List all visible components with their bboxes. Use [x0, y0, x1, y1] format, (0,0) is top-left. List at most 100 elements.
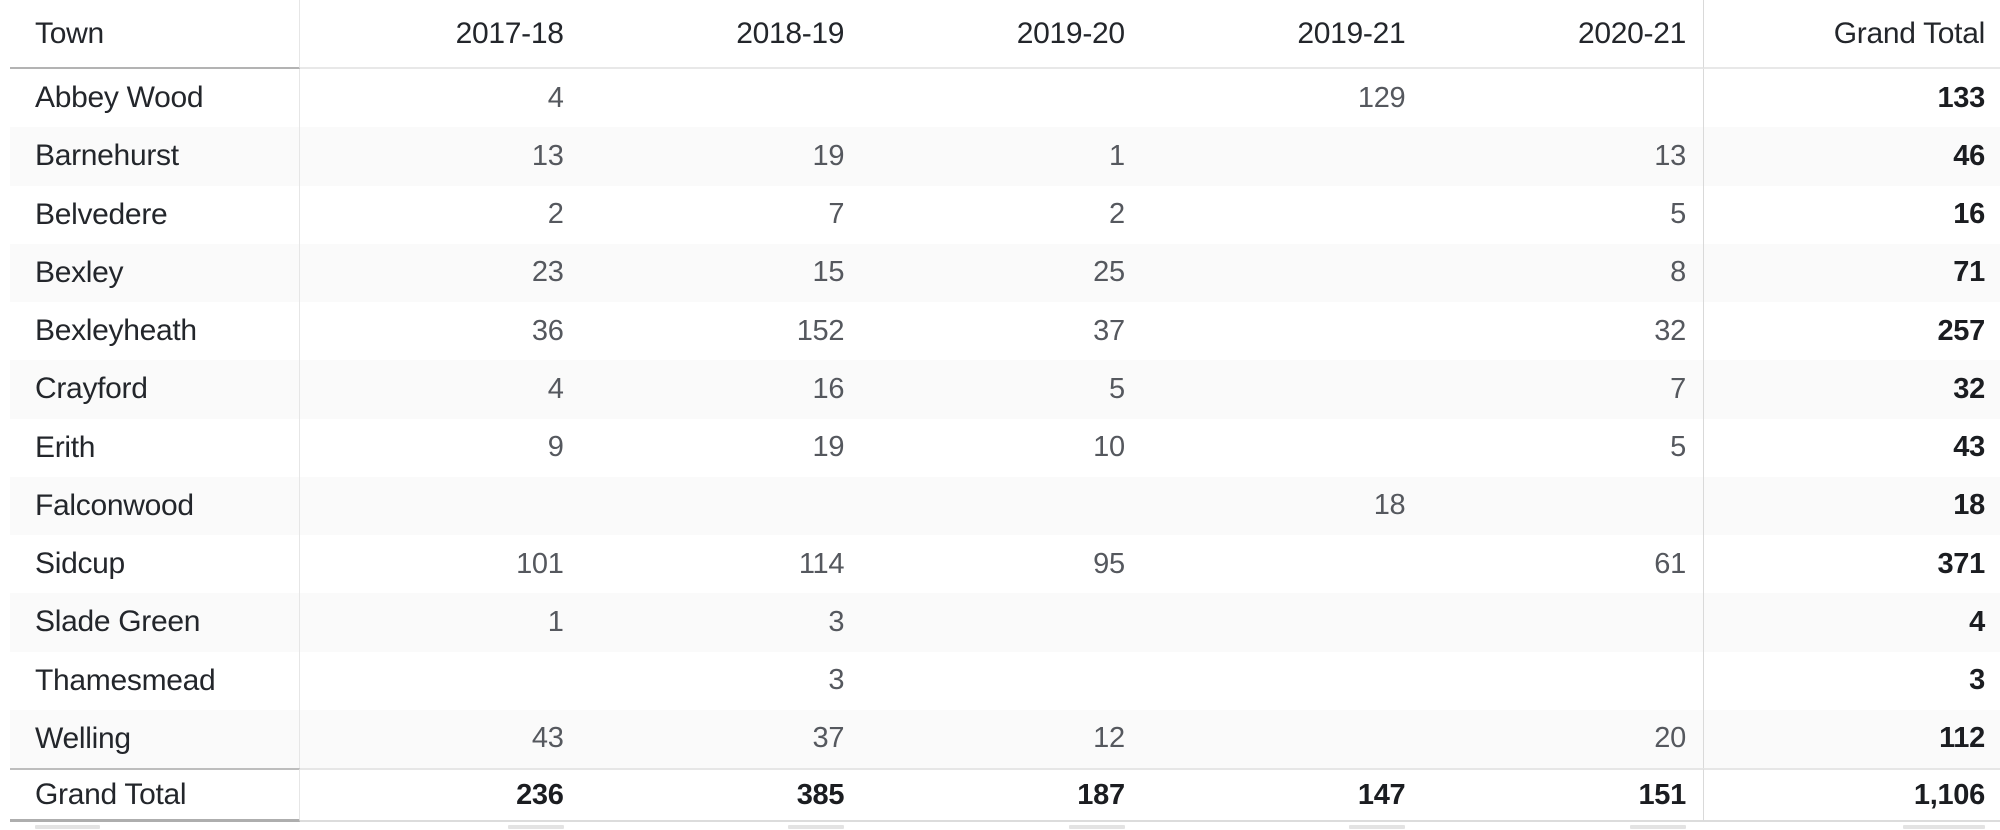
value-cell[interactable]	[1142, 419, 1423, 477]
row-label-town[interactable]: Erith	[10, 418, 300, 477]
value-cell[interactable]: 36	[531, 314, 564, 347]
grand-total-value-cell[interactable]: 187	[861, 768, 1142, 822]
value-cell[interactable]	[861, 652, 1142, 710]
value-cell[interactable]: 4	[547, 81, 564, 114]
column-header-year[interactable]: 2017-18	[300, 0, 581, 69]
value-cell[interactable]: 37	[1093, 314, 1125, 347]
value-cell[interactable]	[1142, 244, 1423, 302]
table-row: Thamesmead 3 3	[10, 651, 2000, 710]
value-cell[interactable]: 13	[1654, 139, 1686, 172]
value-cell[interactable]: 5	[1108, 372, 1125, 405]
value-cell[interactable]: 23	[531, 256, 564, 289]
grand-total-row-label[interactable]: Grand Total	[10, 768, 300, 822]
grand-total-value-cell[interactable]: 236	[300, 768, 581, 822]
row-grand-total-cell[interactable]: 371	[1702, 535, 2000, 594]
value-cell[interactable]	[1142, 593, 1423, 651]
row-grand-total-cell[interactable]: 32	[1702, 360, 2000, 419]
row-label-town[interactable]: Bexleyheath	[10, 302, 300, 361]
value-cell[interactable]: 2	[1108, 198, 1125, 231]
value-cell[interactable]	[861, 593, 1142, 651]
value-cell[interactable]	[1422, 69, 1703, 127]
value-cell[interactable]	[861, 477, 1142, 535]
column-header-year[interactable]: 2019-21	[1141, 0, 1423, 69]
value-cell[interactable]: 37	[812, 722, 845, 755]
value-cell[interactable]: 1	[547, 605, 564, 638]
value-cell[interactable]: 8	[1670, 256, 1686, 289]
column-header-year[interactable]: 2018-19	[580, 0, 862, 69]
row-grand-total-cell[interactable]: 257	[1702, 302, 2000, 361]
row-grand-total-cell[interactable]: 16	[1702, 185, 2000, 244]
value-cell[interactable]: 19	[812, 431, 845, 464]
value-cell[interactable]: 15	[812, 256, 845, 289]
value-cell[interactable]: 16	[812, 372, 845, 405]
value-cell[interactable]: 32	[1654, 314, 1686, 347]
value-cell[interactable]	[1142, 535, 1423, 593]
value-cell[interactable]	[1142, 127, 1423, 185]
row-grand-total-cell[interactable]: 18	[1702, 476, 2000, 535]
value-cell[interactable]: 5	[1670, 431, 1686, 464]
column-header-grand-total[interactable]: Grand Total	[1702, 0, 2000, 69]
value-cell[interactable]: 95	[1093, 547, 1125, 580]
row-label-town[interactable]: Sidcup	[10, 535, 300, 594]
value-cell[interactable]	[1142, 302, 1423, 360]
value-cell[interactable]: 12	[1093, 722, 1125, 755]
row-label-town[interactable]: Slade Green	[10, 593, 300, 652]
row-label-town[interactable]: Abbey Wood	[10, 69, 300, 128]
value-cell[interactable]	[1142, 710, 1423, 768]
value-cell[interactable]	[300, 652, 581, 710]
value-cell[interactable]: 4	[547, 372, 564, 405]
value-cell[interactable]: 43	[531, 722, 564, 755]
grand-total-value-cell[interactable]: 385	[580, 768, 862, 822]
value-cell[interactable]	[1142, 652, 1423, 710]
column-header-year[interactable]: 2019-20	[861, 0, 1142, 69]
value-cell[interactable]: 25	[1093, 256, 1125, 289]
value-cell[interactable]: 7	[1670, 372, 1686, 405]
row-label-town[interactable]: Thamesmead	[10, 651, 300, 710]
row-grand-total-cell[interactable]: 43	[1702, 418, 2000, 477]
table-row: Barnehurst 13 19 1 13 46	[10, 127, 2000, 186]
value-cell[interactable]: 10	[1093, 431, 1125, 464]
value-cell[interactable]	[581, 477, 862, 535]
value-cell[interactable]	[1422, 593, 1703, 651]
row-label-town[interactable]: Falconwood	[10, 476, 300, 535]
value-cell[interactable]: 101	[516, 547, 564, 580]
row-label-town[interactable]: Barnehurst	[10, 127, 300, 186]
value-cell[interactable]	[861, 69, 1142, 127]
value-cell[interactable]: 152	[796, 314, 845, 347]
value-cell[interactable]: 2	[547, 198, 564, 231]
row-grand-total-cell[interactable]: 46	[1702, 127, 2000, 186]
row-grand-total-cell[interactable]: 133	[1702, 69, 2000, 128]
value-cell[interactable]	[1142, 186, 1423, 244]
column-header-year[interactable]: 2020-21	[1422, 0, 1703, 69]
row-grand-total-cell[interactable]: 4	[1702, 593, 2000, 652]
value-cell[interactable]: 19	[812, 139, 845, 172]
row-label-town[interactable]: Crayford	[10, 360, 300, 419]
column-header-town[interactable]: Town	[10, 0, 300, 69]
value-cell[interactable]	[1422, 477, 1703, 535]
row-label-town[interactable]: Welling	[10, 709, 300, 768]
value-cell[interactable]: 114	[798, 547, 845, 580]
value-cell[interactable]: 3	[828, 605, 845, 638]
value-cell[interactable]	[1422, 652, 1703, 710]
grand-total-overall-value[interactable]: 1,106	[1702, 768, 2000, 822]
value-cell[interactable]: 7	[828, 198, 845, 231]
value-cell[interactable]: 129	[1357, 81, 1406, 114]
value-cell[interactable]: 5	[1670, 198, 1686, 231]
row-label-town[interactable]: Bexley	[10, 243, 300, 302]
value-cell[interactable]: 3	[828, 664, 845, 697]
value-cell[interactable]: 1	[1108, 139, 1125, 172]
value-cell[interactable]	[300, 477, 581, 535]
row-grand-total-cell[interactable]: 3	[1702, 651, 2000, 710]
grand-total-value-cell[interactable]: 151	[1422, 768, 1703, 822]
value-cell[interactable]	[581, 69, 862, 127]
value-cell[interactable]: 61	[1654, 547, 1686, 580]
value-cell[interactable]: 13	[531, 139, 564, 172]
row-label-town[interactable]: Belvedere	[10, 185, 300, 244]
value-cell[interactable]: 20	[1654, 722, 1686, 755]
value-cell[interactable]	[1142, 360, 1423, 418]
value-cell[interactable]: 9	[547, 431, 564, 464]
grand-total-value-cell[interactable]: 147	[1141, 768, 1423, 822]
value-cell[interactable]: 18	[1373, 489, 1406, 522]
row-grand-total-cell[interactable]: 112	[1702, 709, 2000, 768]
row-grand-total-cell[interactable]: 71	[1702, 243, 2000, 302]
